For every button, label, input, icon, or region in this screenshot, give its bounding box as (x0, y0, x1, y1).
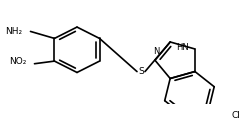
Text: NO₂: NO₂ (9, 57, 27, 67)
Text: Cl: Cl (232, 111, 241, 119)
Text: NH₂: NH₂ (5, 27, 23, 36)
Text: N: N (153, 47, 159, 56)
Text: S: S (138, 67, 144, 76)
Text: HN: HN (176, 43, 189, 52)
